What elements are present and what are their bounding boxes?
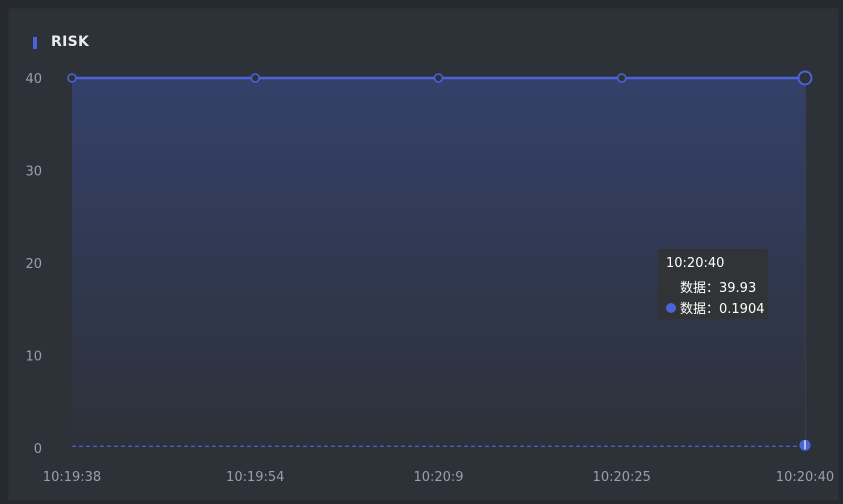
tooltip-series-dot: [666, 282, 676, 292]
chart-title: RISK: [51, 34, 90, 50]
y-tick-label: 20: [25, 257, 42, 272]
x-tick-label: 10:19:38: [43, 470, 101, 485]
y-tick-label: 40: [25, 72, 42, 87]
tooltip-row-label: 数据：39.93: [680, 281, 757, 296]
x-tick-label: 10:20:40: [776, 470, 834, 485]
tooltip-time: 10:20:40: [666, 256, 725, 271]
tooltip-series-dot: [666, 302, 676, 313]
x-tick-label: 10:20:25: [593, 470, 651, 485]
y-tick-label: 0: [34, 442, 42, 457]
x-tick-label: 10:19:54: [226, 470, 284, 485]
tooltip-row: 数据：39.93: [666, 277, 756, 296]
series-point: [67, 73, 77, 83]
y-tick-label: 30: [25, 165, 42, 180]
series-point: [616, 73, 627, 83]
series-area: [72, 78, 805, 448]
title-marker: [33, 37, 37, 49]
series-point: [250, 73, 261, 83]
series-point: [797, 70, 813, 86]
y-tick-label: 10: [25, 350, 42, 365]
x-tick-label: 10:20:9: [413, 470, 463, 485]
tooltip-row-label: 数据：0.1904: [680, 302, 765, 317]
chart-tooltip: 10:20:40 数据：39.93 数据：0.1904: [658, 249, 768, 319]
series-point: [433, 73, 444, 83]
tooltip-row: 数据：0.1904: [666, 298, 765, 317]
